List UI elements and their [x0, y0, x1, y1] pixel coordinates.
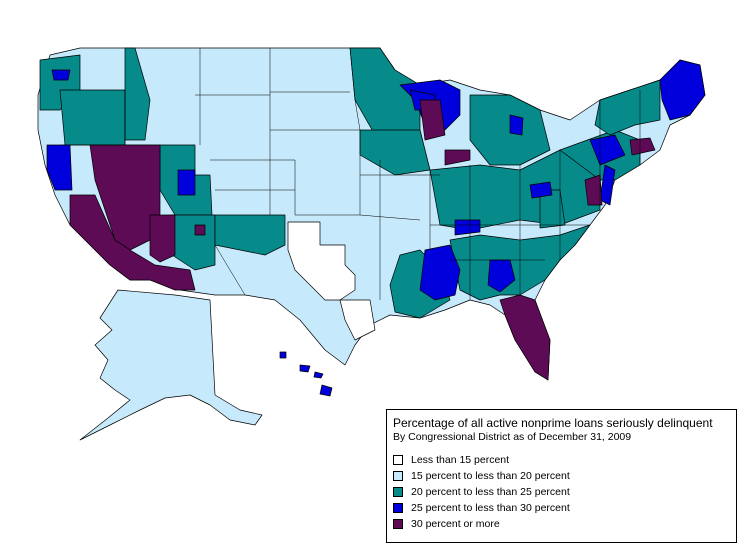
legend-swatch — [393, 455, 403, 465]
legend-swatch — [393, 503, 403, 513]
legend-item-less-than-15: Less than 15 percent — [393, 452, 730, 468]
legend-item-15-to-20: 15 percent to less than 20 percent — [393, 468, 730, 484]
map-legend: Percentage of all active nonprime loans … — [386, 409, 737, 543]
legend-label: 25 percent to less than 30 percent — [411, 502, 570, 514]
legend-label: 15 percent to less than 20 percent — [411, 470, 570, 482]
legend-swatch — [393, 519, 403, 529]
district-boundaries — [60, 47, 641, 300]
legend-label: 20 percent to less than 25 percent — [411, 486, 570, 498]
purple-districts — [69, 99, 656, 381]
legend-subtitle: By Congressional District as of December… — [393, 431, 632, 443]
legend-swatch — [393, 471, 403, 481]
alaska-landmass — [79, 289, 263, 441]
hawaii-islands — [279, 351, 333, 397]
legend-item-20-to-25: 20 percent to less than 25 percent — [393, 484, 730, 500]
legend-item-30-or-more: 30 percent or more — [393, 516, 730, 532]
legend-label: Less than 15 percent — [411, 454, 510, 466]
legend-swatch — [393, 487, 403, 497]
legend-label: 30 percent or more — [411, 518, 500, 530]
legend-item-25-to-30: 25 percent to less than 30 percent — [393, 500, 730, 516]
teal-districts — [39, 47, 661, 319]
legend-title: Percentage of all active nonprime loans … — [393, 416, 713, 430]
white-districts — [287, 221, 376, 341]
